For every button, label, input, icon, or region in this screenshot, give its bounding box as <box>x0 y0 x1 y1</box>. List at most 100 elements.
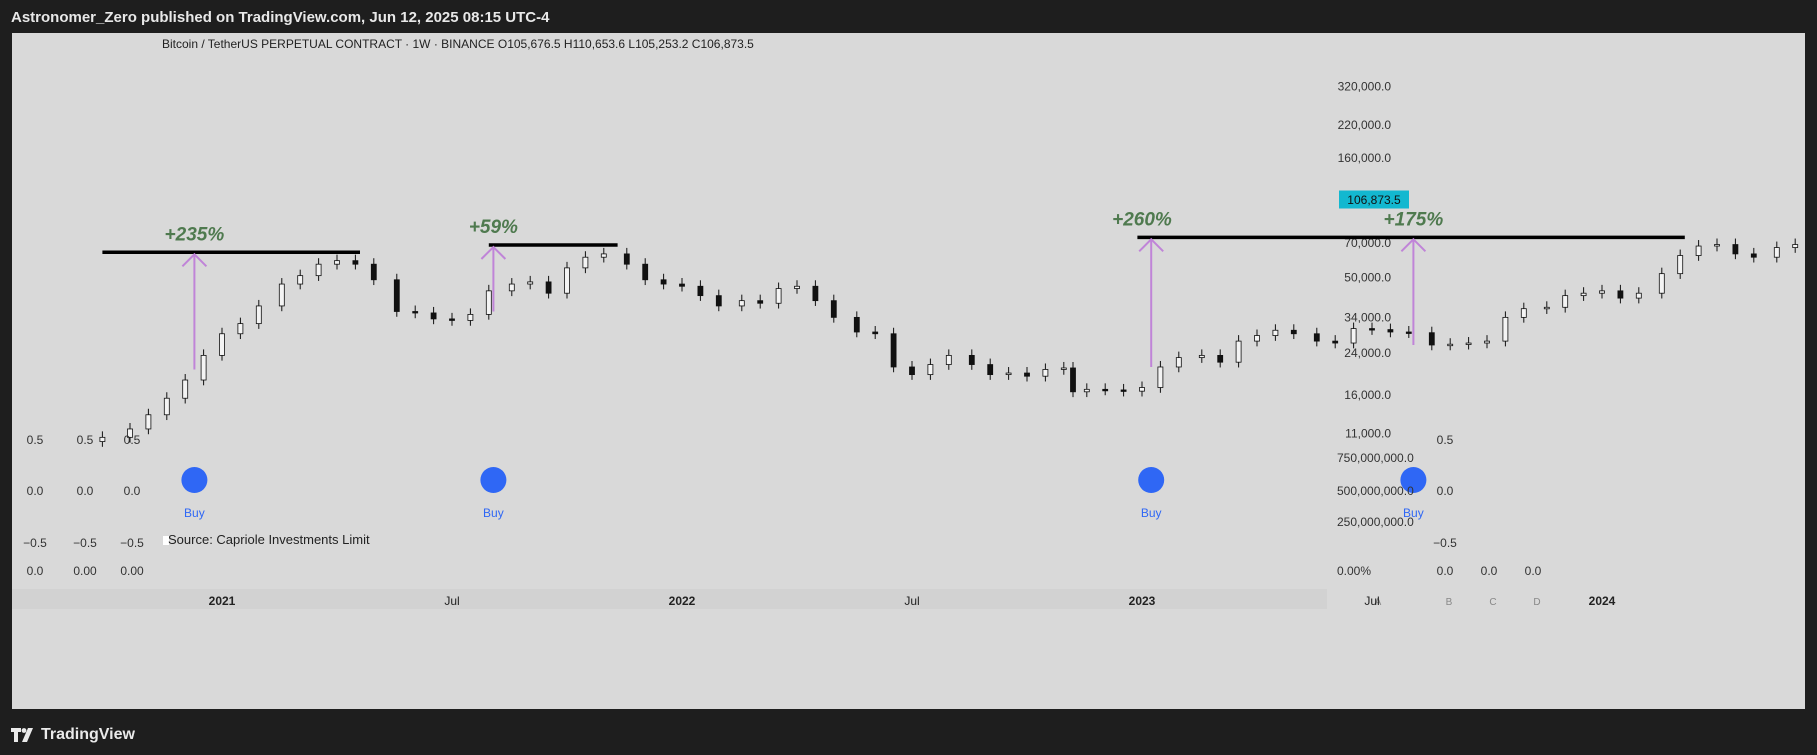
source-note: Source: Capriole Investments Limit <box>168 532 370 547</box>
gain-arrow-head <box>1400 237 1427 253</box>
candle-body <box>890 333 897 368</box>
buy-signal-label: Buy <box>1403 506 1424 520</box>
indicator-axis-label: A <box>1375 597 1382 608</box>
candle-body <box>237 323 244 335</box>
candle-body <box>1599 290 1605 294</box>
time-tick-label: 2022 <box>669 594 696 608</box>
candle-body <box>449 318 455 321</box>
candle-body <box>1083 388 1090 393</box>
indicator-left-value: 0.0 <box>124 484 141 498</box>
volume-tick-label: 0.00% <box>1337 564 1371 578</box>
price-tick-label: 160,000.0 <box>1338 151 1392 165</box>
candle-body <box>1543 306 1550 310</box>
gain-label: +175% <box>1384 209 1444 230</box>
candle-body <box>1714 244 1720 247</box>
candle-body <box>430 312 437 320</box>
candle-body <box>1157 366 1164 388</box>
buy-signal-label: Buy <box>184 506 205 520</box>
candle-body <box>145 414 152 430</box>
footer-bar: TradingView <box>0 716 1817 755</box>
time-tick-label: 2024 <box>1589 594 1616 608</box>
candle-body <box>163 397 170 416</box>
candle-body <box>853 316 860 333</box>
candle-body <box>1484 340 1490 344</box>
candle-body <box>738 300 745 307</box>
candle-body <box>393 279 400 312</box>
publish-header: Astronomer_Zero published on TradingView… <box>11 9 550 26</box>
candle-body <box>679 283 685 287</box>
candle-body <box>278 283 285 307</box>
time-axis-background <box>12 589 1327 609</box>
candle-body <box>1198 354 1205 359</box>
candle-body <box>1695 245 1702 256</box>
candle-body <box>1773 247 1780 258</box>
buy-signal-dot <box>1400 467 1427 493</box>
candle-body <box>1520 308 1527 318</box>
candle-body <box>757 300 764 304</box>
time-tick-label: 2021 <box>209 594 236 608</box>
candle-body <box>1102 388 1109 392</box>
gain-arrow-head <box>181 252 208 267</box>
candle-body <box>1502 316 1509 342</box>
indicator-axis-label: D <box>1533 597 1540 608</box>
time-tick-label: Jul <box>444 594 459 608</box>
indicator-left-value: 0.0 <box>77 484 94 498</box>
candle-body <box>927 364 934 376</box>
candle-body <box>872 331 879 335</box>
candle-body <box>1217 354 1224 363</box>
candle-body <box>1447 343 1454 347</box>
candle-body <box>1139 387 1145 392</box>
indicator-right-value: 0.0 <box>1437 484 1454 498</box>
candle-body <box>660 279 667 285</box>
candle-body <box>1387 329 1394 333</box>
price-tick-label: 320,000.0 <box>1338 80 1392 94</box>
indicator-left-value: 0.5 <box>77 433 94 447</box>
candle-body <box>1235 340 1242 363</box>
indicator-left-value: −0.5 <box>73 536 97 550</box>
chart-svg[interactable]: Bitcoin / TetherUS PERPETUAL CONTRACT · … <box>12 33 1817 709</box>
candle-body <box>1254 335 1260 342</box>
chart-panel[interactable]: Bitcoin / TetherUS PERPETUAL CONTRACT · … <box>12 33 1817 709</box>
candle-body <box>1580 292 1587 297</box>
price-tick-label: 220,000.0 <box>1338 118 1392 132</box>
gain-arrow-head <box>1138 237 1164 253</box>
candle-body <box>1369 328 1375 331</box>
indicator-right-value: −0.5 <box>1433 536 1457 550</box>
gain-label: +59% <box>469 217 518 238</box>
indicator-left-value: −0.5 <box>23 536 47 550</box>
tradingview-logo[interactable]: TradingView <box>11 726 135 744</box>
candle-body <box>1428 332 1435 346</box>
candle-body <box>582 256 589 269</box>
candle-body <box>1635 292 1642 299</box>
buy-signal-dot <box>1138 467 1165 493</box>
indicator-right-value: 0.0 <box>1525 564 1542 578</box>
candle-body <box>1750 253 1757 258</box>
candle-body <box>1792 244 1799 248</box>
candle-body <box>315 263 322 277</box>
chart-title: Bitcoin / TetherUS PERPETUAL CONTRACT · … <box>162 37 754 51</box>
indicator-left-value: 0.0 <box>27 484 44 498</box>
candle-body <box>99 436 106 442</box>
volume-tick-label: 250,000,000.0 <box>1337 515 1414 529</box>
candle-body <box>182 379 189 399</box>
indicator-left-value: 0.00 <box>73 564 97 578</box>
buy-signal-label: Buy <box>1141 506 1162 520</box>
candle-body <box>830 300 837 318</box>
candle-body <box>564 267 570 294</box>
candle-body <box>1332 340 1339 344</box>
indicator-left-value: −0.5 <box>120 536 144 550</box>
candle-body <box>909 366 915 376</box>
price-tick-label: 16,000.0 <box>1344 388 1391 402</box>
candle-body <box>297 275 304 285</box>
candle-body <box>1677 255 1684 275</box>
tradingview-brand: TradingView <box>41 726 135 743</box>
indicator-axis-label: C <box>1489 597 1496 608</box>
volume-tick-label: 500,000,000.0 <box>1337 484 1414 498</box>
candle-body <box>219 333 225 356</box>
indicator-right-value: 0.5 <box>1437 433 1454 447</box>
candle-body <box>127 428 133 438</box>
source-marker <box>163 536 169 545</box>
candle-body <box>642 263 649 281</box>
candle-body <box>600 253 607 258</box>
indicator-right-value: 0.0 <box>1437 564 1454 578</box>
